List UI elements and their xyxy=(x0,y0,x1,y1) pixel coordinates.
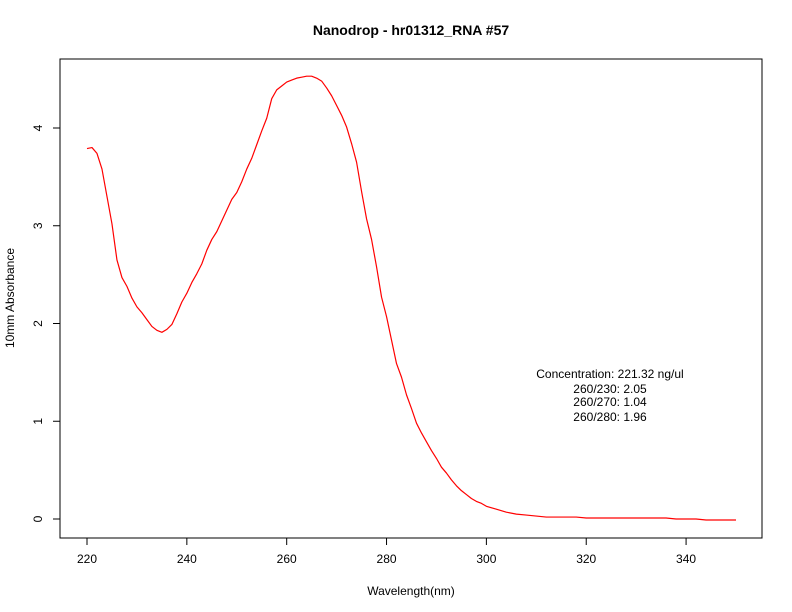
x-tick-label: 260 xyxy=(277,552,297,566)
x-tick-label: 300 xyxy=(476,552,496,566)
ratio-260-270-annotation: 260/270: 1.04 xyxy=(573,395,647,409)
plot-area xyxy=(59,58,763,539)
y-tick-label: 3 xyxy=(31,222,45,229)
ratio-260-280-annotation: 260/280: 1.96 xyxy=(573,410,647,424)
ratio-260-230-annotation: 260/230: 2.05 xyxy=(573,382,647,396)
x-tick-label: 340 xyxy=(676,552,696,566)
y-axis-label: 10mm Absorbance xyxy=(3,248,17,348)
x-axis-label: Wavelength(nm) xyxy=(367,584,455,598)
x-tick-label: 220 xyxy=(77,552,97,566)
absorbance-line xyxy=(86,75,736,521)
series-group xyxy=(86,75,736,521)
chart-title: Nanodrop - hr01312_RNA #57 xyxy=(313,22,510,38)
y-axis: 0 1 2 3 4 xyxy=(31,124,61,522)
y-tick-label: 2 xyxy=(31,320,45,327)
annotation-block: Concentration: 221.32 ng/ul 260/230: 2.0… xyxy=(536,367,683,424)
concentration-annotation: Concentration: 221.32 ng/ul xyxy=(536,367,683,381)
y-tick-label: 1 xyxy=(31,418,45,425)
x-tick-label: 320 xyxy=(576,552,596,566)
y-tick-label: 0 xyxy=(31,515,45,522)
x-axis: 220 240 260 280 300 320 340 xyxy=(77,537,696,566)
x-tick-label: 280 xyxy=(377,552,397,566)
y-tick-label: 4 xyxy=(31,124,45,131)
x-tick-label: 240 xyxy=(177,552,197,566)
